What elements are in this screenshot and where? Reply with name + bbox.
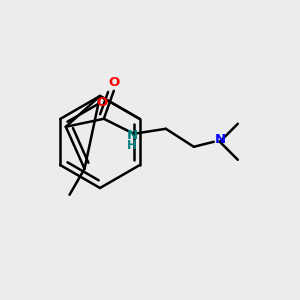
Text: N: N [214, 133, 225, 146]
Text: N: N [126, 129, 137, 142]
Text: O: O [96, 95, 108, 109]
Text: H: H [127, 139, 137, 152]
Text: O: O [108, 76, 119, 89]
